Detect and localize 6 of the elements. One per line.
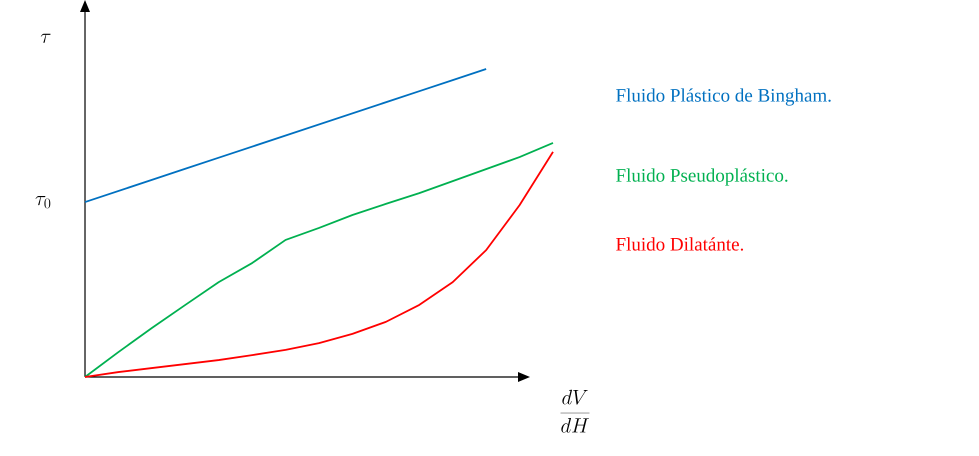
text: $\tau_0$	[36, 196, 50, 208]
y-axis-title: $\tau$	[40, 34, 51, 43]
text: Fluido Dilatánte.	[616, 237, 744, 251]
text: Fluido Pseudoplástico.	[616, 168, 788, 186]
x-axis-title: $\frac{dV}{dH}$	[560, 390, 590, 433]
text: Fluido Plástico de Bingham.	[616, 88, 831, 106]
